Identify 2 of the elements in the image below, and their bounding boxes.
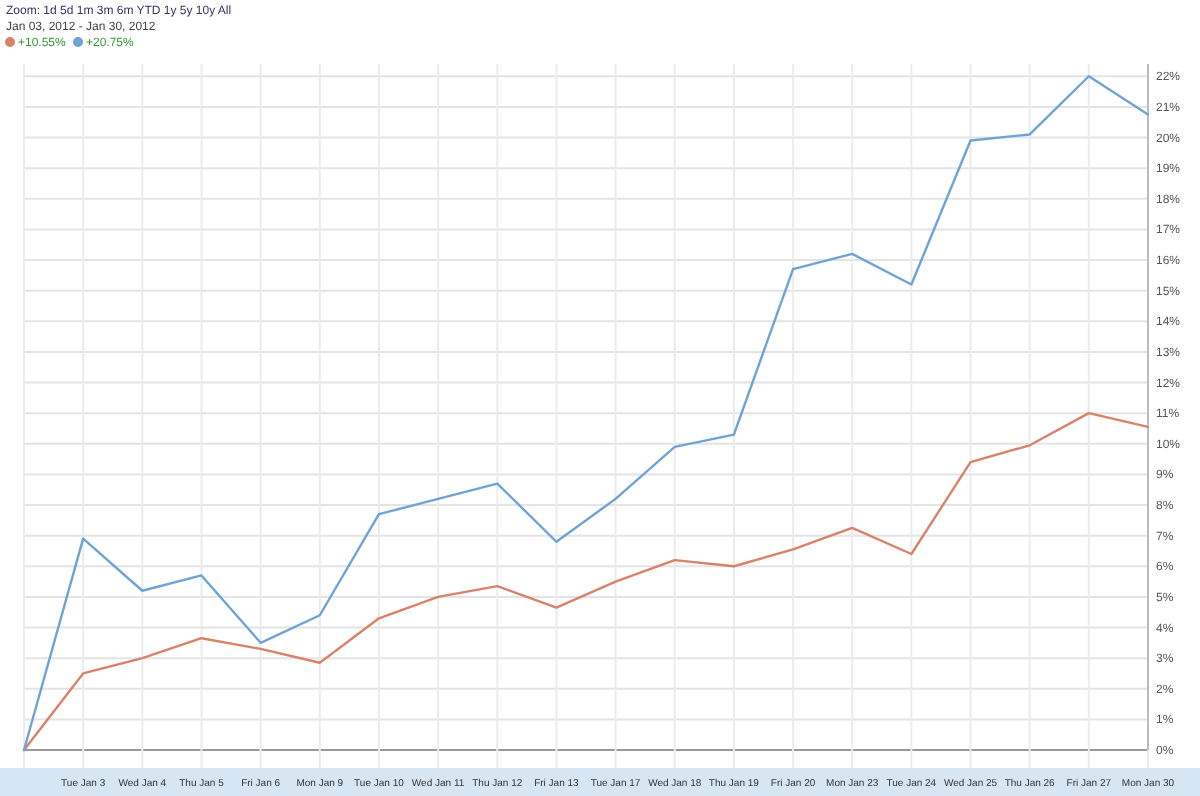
line-series: [22, 75, 1150, 752]
line-series: [22, 411, 1150, 752]
